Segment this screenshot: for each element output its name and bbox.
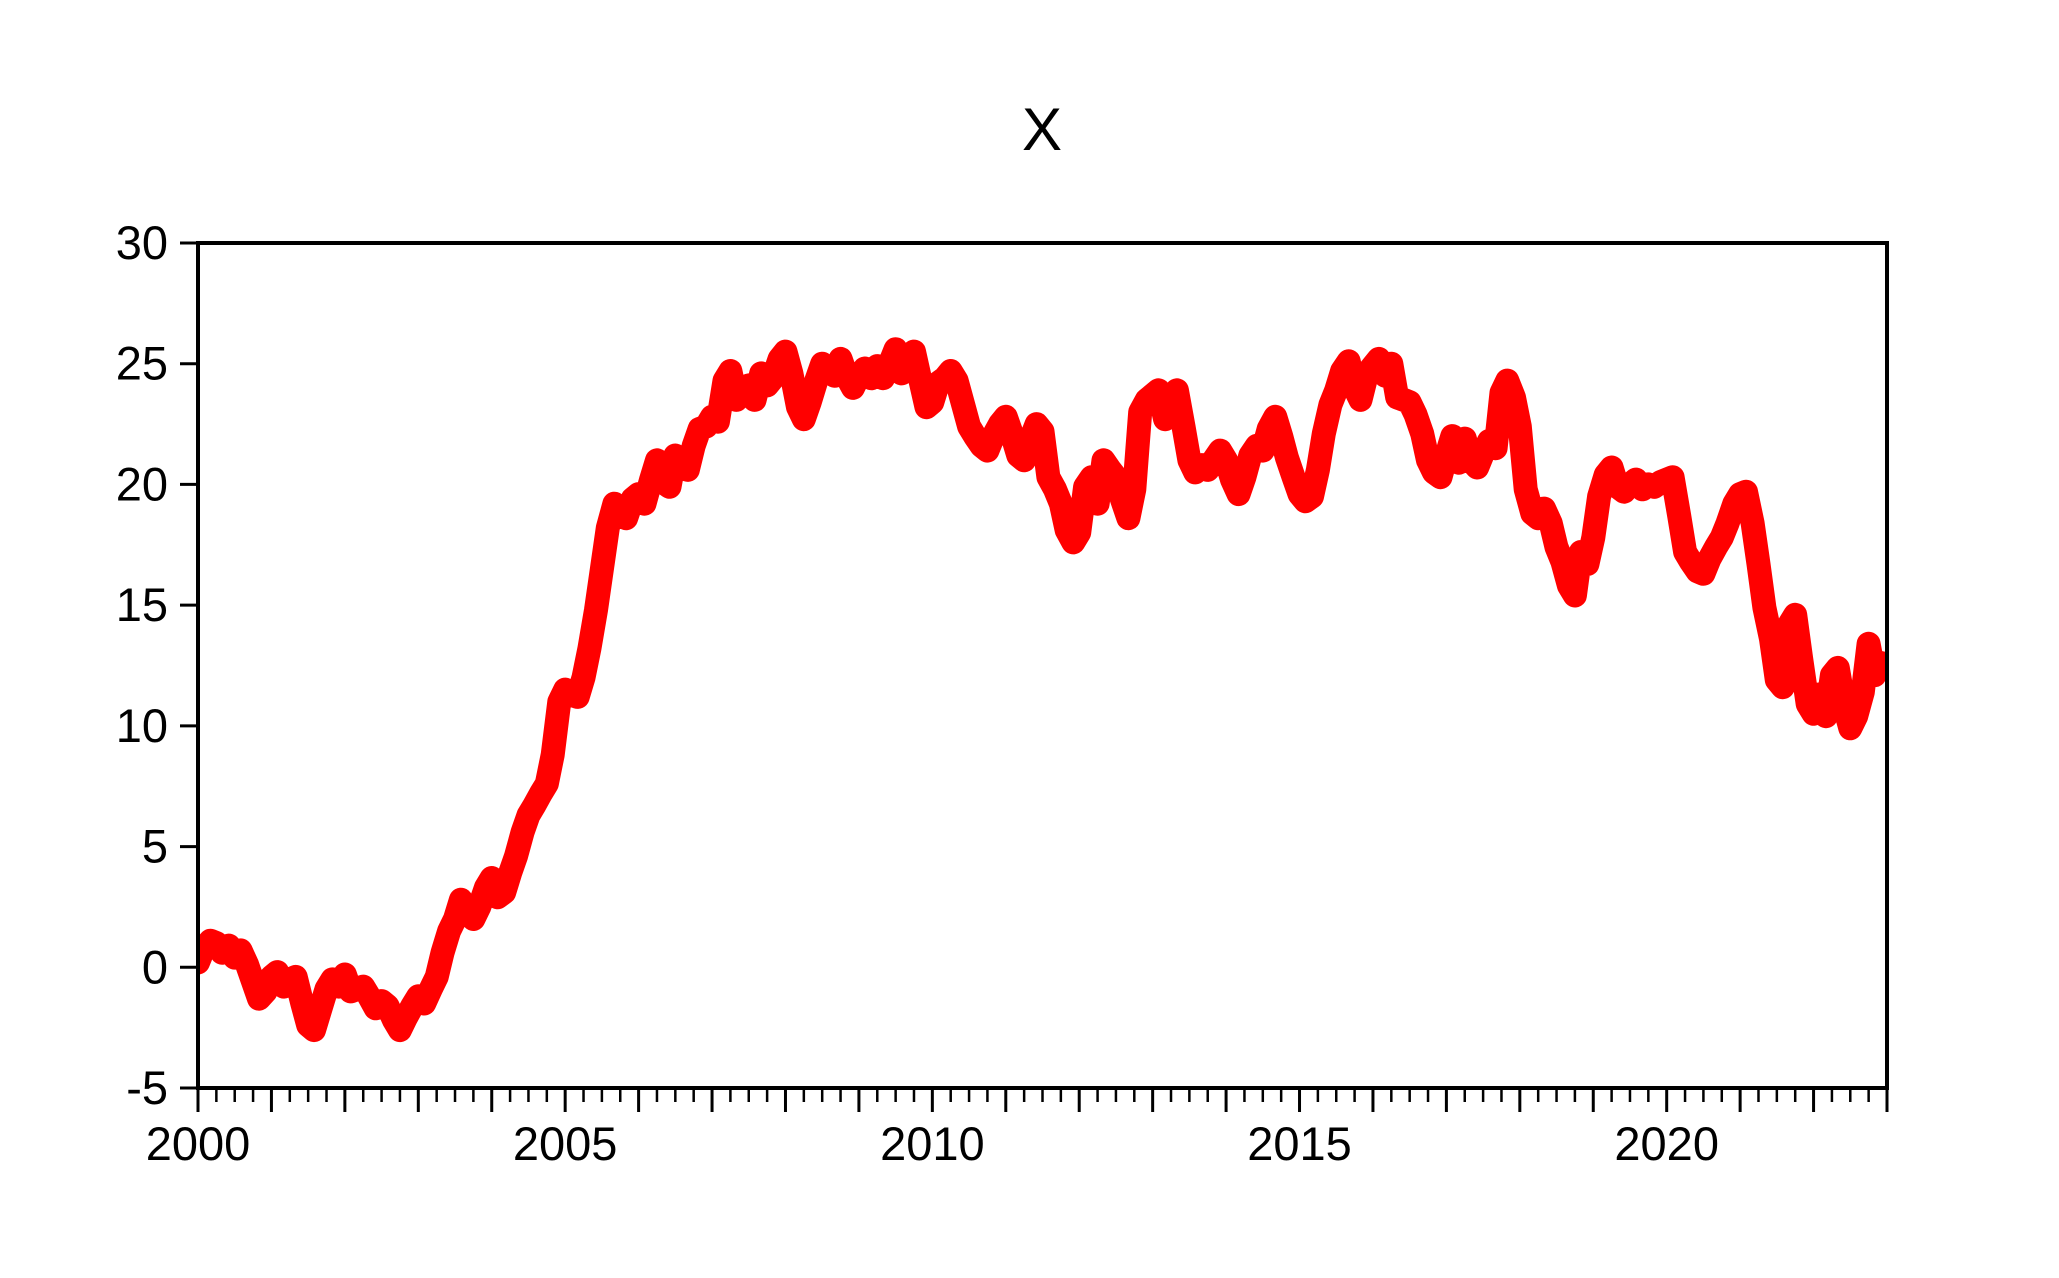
y-tick-label: 30 (116, 216, 168, 269)
x-tick-label: 2020 (1614, 1117, 1719, 1170)
x-tick-label: 2000 (146, 1117, 251, 1170)
x-axis: 2000 2005 2010 2015 2020 (146, 1088, 1889, 1170)
series-line-x (198, 337, 1887, 1043)
plot-frame (196, 241, 1889, 1090)
x-tick-label: 2005 (513, 1117, 618, 1170)
y-tick-label: 5 (142, 820, 168, 873)
y-tick-label: 0 (142, 940, 168, 993)
y-tick-label: -5 (126, 1061, 168, 1114)
x-tick-label: 2015 (1247, 1117, 1352, 1170)
y-tick-label: 20 (116, 457, 168, 510)
y-tick-label: 15 (116, 578, 168, 631)
y-tick-label: 10 (116, 699, 168, 752)
chart-title: X (1022, 96, 1062, 163)
y-tick-label: 25 (116, 337, 168, 390)
y-axis: 30 25 20 15 10 5 0 -5 (116, 216, 198, 1114)
x-tick-label: 2010 (880, 1117, 985, 1170)
